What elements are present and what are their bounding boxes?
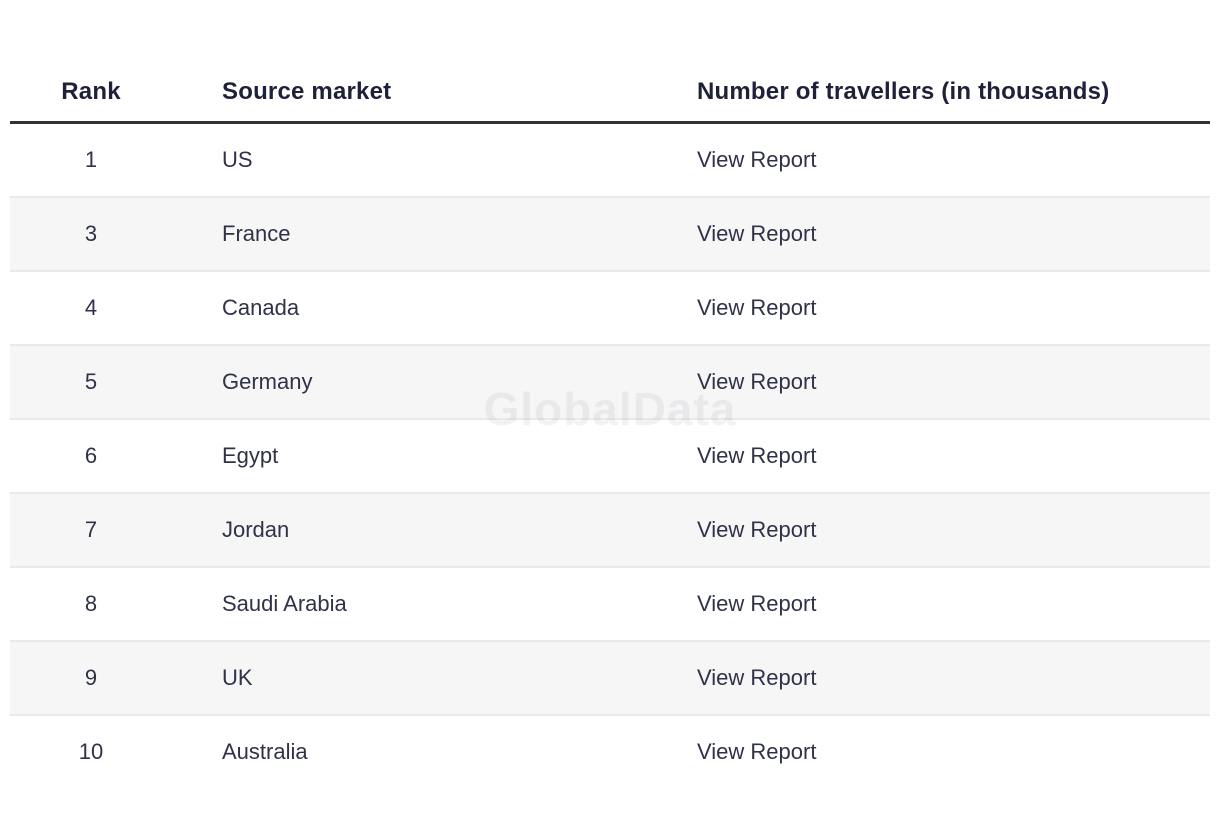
view-report-link[interactable]: View Report bbox=[697, 221, 817, 246]
table-row: 4 Canada View Report bbox=[10, 270, 1210, 344]
market-cell: UK bbox=[222, 665, 253, 690]
view-report-link[interactable]: View Report bbox=[697, 443, 817, 468]
market-cell: Egypt bbox=[222, 443, 279, 468]
view-report-link[interactable]: View Report bbox=[697, 591, 817, 616]
view-report-link[interactable]: View Report bbox=[697, 739, 817, 764]
header-number-of-travellers: Number of travellers (in thousands) bbox=[697, 78, 1110, 105]
rank-cell: 7 bbox=[84, 517, 98, 542]
market-cell: Australia bbox=[222, 739, 308, 764]
table-row: 1 US View Report bbox=[10, 124, 1210, 196]
rank-cell: 3 bbox=[84, 221, 98, 246]
market-cell: Germany bbox=[222, 369, 313, 394]
table-body: 1 US View Report 3 France View Report 4 … bbox=[10, 124, 1210, 788]
market-cell: Jordan bbox=[222, 517, 290, 542]
rank-cell: 1 bbox=[84, 147, 98, 172]
header-source-market: Source market bbox=[222, 78, 392, 105]
rank-cell: 4 bbox=[84, 295, 98, 320]
table-row: 9 UK View Report bbox=[10, 640, 1210, 714]
table-header-row: Rank Source market Number of travellers … bbox=[10, 0, 1210, 124]
source-market-table: GlobalData Rank Source market Number of … bbox=[10, 0, 1210, 788]
view-report-link[interactable]: View Report bbox=[697, 295, 817, 320]
market-cell: Canada bbox=[222, 295, 300, 320]
rank-cell: 9 bbox=[84, 665, 98, 690]
rank-cell: 10 bbox=[78, 739, 104, 764]
view-report-link[interactable]: View Report bbox=[697, 369, 817, 394]
market-cell: US bbox=[222, 147, 253, 172]
view-report-link[interactable]: View Report bbox=[697, 517, 817, 542]
table-row: 10 Australia View Report bbox=[10, 714, 1210, 788]
table-row: 7 Jordan View Report bbox=[10, 492, 1210, 566]
table-row: 5 Germany View Report bbox=[10, 344, 1210, 418]
rank-cell: 8 bbox=[84, 591, 98, 616]
market-cell: France bbox=[222, 221, 291, 246]
view-report-link[interactable]: View Report bbox=[697, 147, 817, 172]
table-row: 8 Saudi Arabia View Report bbox=[10, 566, 1210, 640]
rank-cell: 5 bbox=[84, 369, 98, 394]
rank-cell: 6 bbox=[84, 443, 98, 468]
table-row: 3 France View Report bbox=[10, 196, 1210, 270]
table-row: 6 Egypt View Report bbox=[10, 418, 1210, 492]
view-report-link[interactable]: View Report bbox=[697, 665, 817, 690]
market-cell: Saudi Arabia bbox=[222, 591, 347, 616]
header-rank: Rank bbox=[61, 78, 121, 105]
